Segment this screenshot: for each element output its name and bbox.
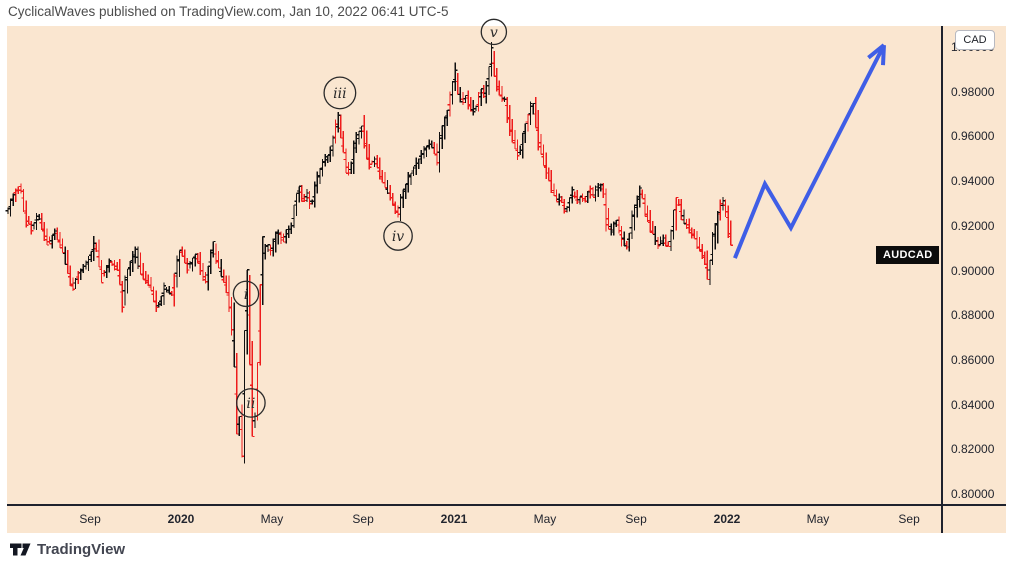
tradingview-wordmark[interactable]: TradingView xyxy=(37,541,126,558)
chart-canvas[interactable] xyxy=(7,26,1006,533)
price-tick-label: 0.82000 xyxy=(951,442,995,457)
price-axis-separator xyxy=(941,26,943,533)
time-tick-label: Sep xyxy=(898,512,920,526)
price-tick-label: 0.98000 xyxy=(951,84,995,99)
time-tick-label: Sep xyxy=(352,512,374,526)
price-tick-label: 0.80000 xyxy=(951,487,995,501)
price-tick-label: 0.86000 xyxy=(951,352,995,367)
time-tick-label: 2022 xyxy=(713,512,741,526)
publish-attribution: CyclicalWaves published on TradingView.c… xyxy=(8,4,449,19)
time-tick-label: Sep xyxy=(79,512,101,526)
symbol-price-badge: AUDCAD xyxy=(876,245,940,264)
currency-toggle-button[interactable]: CAD xyxy=(955,30,995,50)
tradingview-logo-icon[interactable] xyxy=(10,541,31,558)
time-axis-separator xyxy=(7,504,1006,506)
price-tick-label: 0.94000 xyxy=(951,174,995,189)
price-tick-label: 0.88000 xyxy=(951,308,995,323)
price-tick-label: 0.96000 xyxy=(951,129,995,144)
time-tick-label: May xyxy=(806,512,830,526)
price-tick-label: 0.90000 xyxy=(951,263,995,278)
time-tick-label: 2021 xyxy=(440,512,468,526)
price-tick-label: 0.92000 xyxy=(951,218,995,233)
time-tick-label: May xyxy=(260,512,284,526)
time-tick-label: May xyxy=(533,512,557,526)
price-tick-label: 0.84000 xyxy=(951,397,995,412)
time-tick-label: Sep xyxy=(625,512,647,526)
time-tick-label: 2020 xyxy=(167,512,195,526)
